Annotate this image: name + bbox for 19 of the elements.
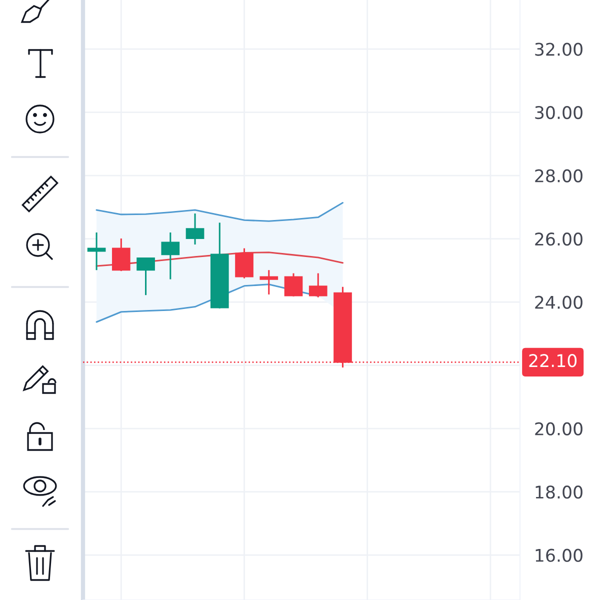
- y-tick-label: 26.00: [535, 232, 582, 246]
- candlestick: [112, 238, 130, 272]
- candlestick: [186, 212, 204, 246]
- line-series: [96, 202, 344, 222]
- y-tick-label: 16.00: [536, 548, 582, 562]
- y-tick-label: 18.00: [536, 486, 582, 499]
- candlestick: [87, 232, 106, 271]
- y-tick-label: 24.00: [535, 296, 582, 309]
- candlestick: [161, 232, 180, 280]
- y-tick-label: 30.00: [535, 106, 582, 120]
- candlestick: [235, 248, 254, 280]
- candlestick: [260, 269, 278, 296]
- candlestick: [284, 272, 303, 298]
- candlestick: [308, 272, 328, 298]
- y-tick-label: 28.00: [535, 169, 582, 182]
- y-tick-label: 20.00: [535, 422, 582, 436]
- candlestick: [136, 257, 155, 296]
- ref-line-label: 22.10: [529, 354, 577, 368]
- y-tick-label: 32.00: [535, 42, 582, 56]
